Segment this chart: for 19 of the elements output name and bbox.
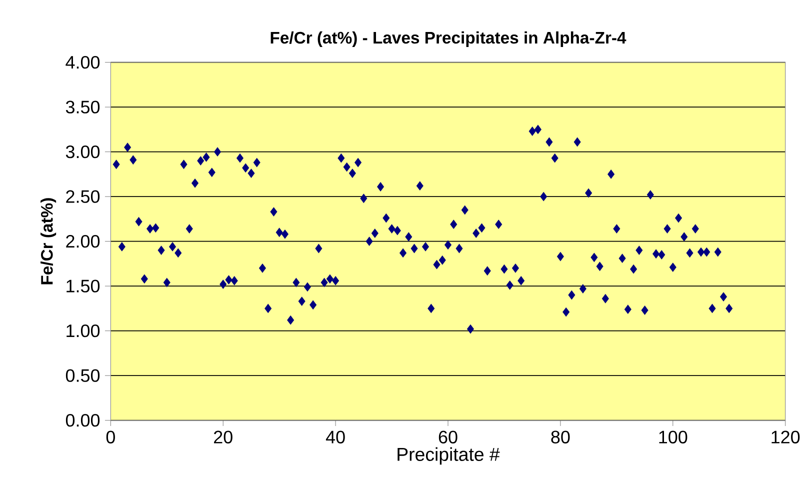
y-tick-label: 3.00 [66, 145, 100, 158]
x-tick-label: 60 [438, 430, 458, 444]
y-tick-label: 2.00 [66, 234, 100, 248]
y-tick-label: 4.00 [66, 56, 100, 69]
x-tick-label: 100 [659, 430, 688, 444]
x-tick-label: 80 [551, 430, 570, 444]
x-tick-label: 40 [326, 430, 345, 444]
chart-title: Fe/Cr (at%) - Laves Precipitates in Alpha-Zr-4 [270, 31, 626, 47]
x-tick-label: 20 [214, 430, 232, 444]
x-axis-title: Precipitate # [398, 447, 500, 465]
y-tick-label: 0.50 [66, 369, 100, 382]
y-tick-label: 1.00 [66, 324, 100, 338]
y-tick-label: 0.00 [66, 414, 100, 427]
y-axis-title: Fe/Cr (at%) [40, 198, 56, 284]
x-tick-label: 0 [106, 430, 115, 444]
y-tick-label: 2.50 [66, 190, 100, 203]
x-tick-label: 120 [772, 430, 800, 444]
y-tick-label: 3.50 [66, 100, 100, 114]
y-tick-label: 1.50 [66, 280, 100, 292]
